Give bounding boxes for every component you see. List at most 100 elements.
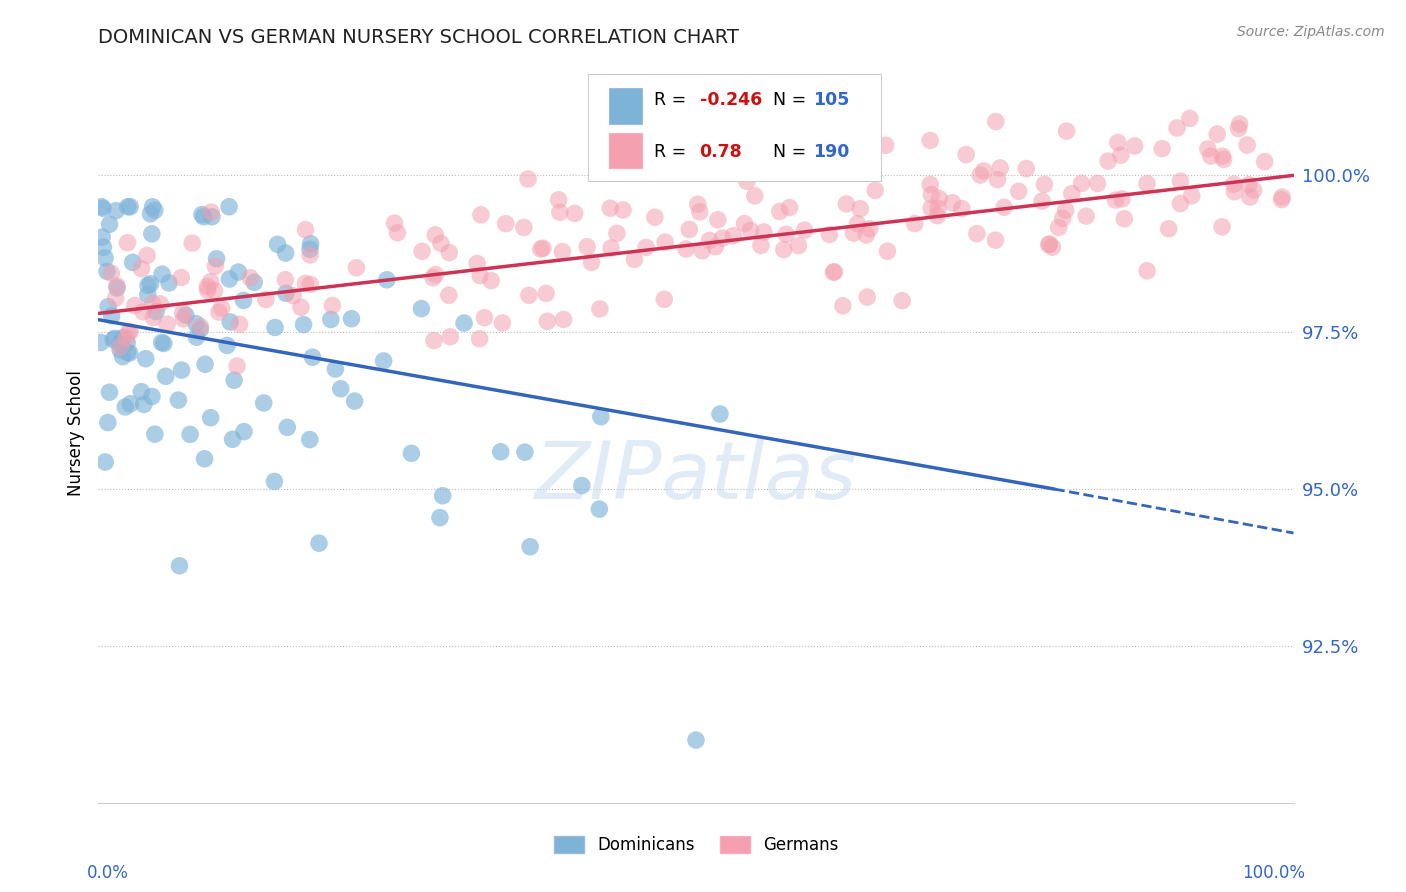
Point: [831, 299, 853, 313]
Point: [188, 322, 211, 336]
Point: [218, 272, 240, 286]
Point: [950, 202, 973, 216]
Point: [465, 256, 488, 270]
Point: [517, 288, 540, 302]
Point: [150, 267, 173, 281]
Point: [675, 242, 697, 256]
Point: [124, 298, 146, 312]
Point: [606, 227, 628, 241]
Point: [264, 320, 287, 334]
Point: [233, 425, 256, 439]
Point: [118, 325, 141, 339]
Point: [91, 201, 114, 215]
Point: [1239, 190, 1261, 204]
Point: [856, 290, 879, 304]
Point: [169, 558, 191, 573]
Point: [752, 225, 775, 239]
Point: [205, 252, 228, 266]
Point: [495, 217, 517, 231]
Point: [136, 287, 159, 301]
Text: 0.0%: 0.0%: [87, 864, 128, 882]
Point: [136, 248, 159, 262]
Point: [384, 216, 406, 230]
Point: [599, 201, 621, 215]
Point: [439, 245, 461, 260]
Point: [197, 279, 219, 293]
Point: [1170, 196, 1192, 211]
Point: [793, 223, 815, 237]
Point: [170, 270, 193, 285]
Point: [1223, 185, 1246, 199]
Y-axis label: Nursery School: Nursery School: [66, 369, 84, 496]
Point: [423, 334, 446, 348]
Point: [955, 147, 977, 161]
Point: [132, 397, 155, 411]
Point: [1047, 220, 1070, 235]
Point: [204, 284, 226, 298]
Point: [321, 299, 343, 313]
Point: [551, 244, 574, 259]
Point: [1136, 177, 1159, 191]
Point: [928, 192, 950, 206]
Point: [1038, 237, 1060, 252]
Point: [120, 200, 142, 214]
Point: [115, 335, 138, 350]
Point: [468, 332, 491, 346]
Point: [513, 220, 536, 235]
Point: [699, 233, 721, 247]
Point: [779, 201, 801, 215]
Point: [927, 209, 949, 223]
Point: [135, 351, 157, 366]
Point: [513, 445, 536, 459]
Point: [94, 251, 117, 265]
Point: [226, 359, 249, 373]
Point: [90, 200, 112, 214]
Point: [155, 369, 177, 384]
Point: [200, 410, 222, 425]
Point: [1033, 178, 1056, 192]
Point: [1236, 138, 1258, 153]
Point: [530, 242, 553, 256]
Point: [623, 252, 645, 267]
Point: [294, 222, 316, 236]
Point: [479, 274, 502, 288]
Point: [1206, 127, 1229, 141]
Point: [1271, 190, 1294, 204]
Point: [1114, 211, 1136, 226]
Point: [734, 217, 756, 231]
Point: [228, 318, 250, 332]
Point: [96, 264, 118, 278]
Point: [548, 205, 571, 219]
Point: [139, 277, 162, 291]
Point: [749, 238, 772, 252]
Point: [142, 310, 165, 325]
Text: R =: R =: [654, 143, 697, 161]
Point: [298, 242, 321, 256]
Point: [519, 540, 541, 554]
Point: [849, 202, 872, 216]
Point: [711, 231, 734, 245]
Point: [891, 293, 914, 308]
Legend: Dominicans, Germans: Dominicans, Germans: [547, 830, 845, 861]
Point: [1136, 264, 1159, 278]
Point: [224, 373, 246, 387]
Point: [111, 350, 134, 364]
Point: [294, 277, 316, 291]
FancyBboxPatch shape: [589, 73, 882, 181]
Point: [474, 310, 496, 325]
Point: [115, 331, 138, 345]
Point: [984, 114, 1007, 128]
Point: [329, 382, 352, 396]
Point: [219, 315, 242, 329]
Point: [439, 330, 461, 344]
Point: [1227, 121, 1250, 136]
Point: [876, 244, 898, 259]
Point: [1199, 149, 1222, 163]
Point: [114, 400, 136, 414]
Point: [153, 336, 176, 351]
Point: [136, 278, 159, 293]
Point: [193, 210, 215, 224]
Point: [988, 161, 1011, 175]
Point: [111, 331, 134, 345]
Point: [430, 236, 453, 251]
